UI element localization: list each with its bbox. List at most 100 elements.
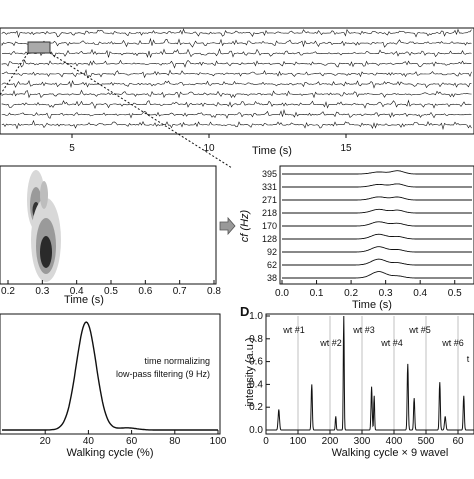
- cf-label: 38: [267, 273, 277, 283]
- filter-trace: [282, 246, 472, 253]
- panel-a-xtick-10: 10: [203, 143, 215, 154]
- panel-b-xtick: 0.3: [35, 286, 49, 297]
- filter-trace: [282, 221, 472, 227]
- channel-trace: [1, 99, 472, 110]
- right-arrow-icon: [219, 216, 236, 236]
- panel-d-ytick: 0.4: [249, 379, 263, 390]
- panel-e-frame: [0, 313, 221, 435]
- channel-trace: [1, 37, 472, 48]
- panel-b-frame: [0, 165, 217, 285]
- panel-c: 395 331 271 218 170 128 92 62 38 cf (Hz)…: [239, 165, 474, 311]
- panel-d-ytick: 0.0: [249, 425, 263, 436]
- panel-c-ylabel: cf (Hz): [239, 209, 251, 242]
- panel-d-xlabel: Walking cycle × 9 wavel: [332, 447, 449, 459]
- panel-b-xlabel: Time (s): [64, 294, 104, 306]
- envelope-curve: [2, 321, 218, 431]
- wt-label: wt #4: [380, 338, 403, 348]
- wt-label: wt #5: [408, 325, 431, 335]
- wt-label: t: [467, 354, 470, 364]
- panel-d-ytick: 0.2: [249, 402, 263, 413]
- cf-label: 62: [267, 260, 277, 270]
- panel-e-xtick: 20: [40, 436, 52, 447]
- panel-d-xtick: 500: [418, 436, 435, 447]
- panel-b-xtick: 0.2: [1, 286, 15, 297]
- channel-trace: [1, 48, 472, 59]
- panel-a-frame: [0, 27, 474, 135]
- zoom-region-box: [27, 41, 51, 54]
- cf-label: 395: [262, 169, 277, 179]
- panel-e-xtick: 80: [169, 436, 181, 447]
- panel-c-xlabel: Time (s): [352, 299, 392, 311]
- channel-trace: [1, 89, 472, 99]
- tf-blob-top: [40, 181, 48, 209]
- cf-label: 271: [262, 195, 277, 205]
- intensity-curve: [266, 315, 474, 431]
- panel-d-ylabel: intensity (a.u.): [244, 337, 256, 406]
- panel-d-xtick: 400: [386, 436, 403, 447]
- panel-d-xtick: 300: [354, 436, 371, 447]
- channel-trace: [1, 59, 472, 69]
- panel-d-letter: D: [240, 304, 249, 319]
- panel-d-xtick: 100: [290, 436, 307, 447]
- filter-trace: [282, 170, 472, 175]
- panel-e-xlabel: Walking cycle (%): [67, 447, 154, 459]
- panel-a-traces: [1, 28, 472, 131]
- panel-b-xtick: 0.6: [138, 286, 152, 297]
- panel-d-x-ticks: 0 100 200 300 400 500 60: [263, 430, 464, 447]
- panel-a-x-ticks: 5 10 15: [69, 143, 352, 154]
- tf-blob-lower-core: [40, 236, 52, 268]
- wavelet-labels: wt #1 wt #2 wt #3 wt #4 wt #5 wt #6 t: [282, 325, 470, 364]
- panel-c-xtick: 0.2: [344, 288, 358, 299]
- panel-d-ytick: 0.8: [249, 334, 263, 345]
- panel-e-xtick: 40: [83, 436, 95, 447]
- filter-trace: [282, 196, 472, 201]
- cf-label: 128: [262, 234, 277, 244]
- panel-b-x-ticks: 0.2 0.3 0.4 0.5 0.6 0.7 0.8: [1, 280, 221, 297]
- channel-trace: [1, 108, 472, 119]
- cf-label: 218: [262, 208, 277, 218]
- panel-a-xtick-5: 5: [69, 143, 75, 154]
- panel-d: D 1.0 0.8 0.6 0.4 0.2 0.0 intensity (a.u.) wt…: [240, 304, 474, 459]
- panel-d-frame: [265, 313, 474, 435]
- panel-e-x-ticks: 20 40 60 80 100: [40, 430, 227, 447]
- panel-e-xtick: 100: [210, 436, 227, 447]
- panel-c-y-ticks: 395 331 271 218 170 128 92 62 38: [262, 169, 277, 283]
- arrow-b-to-c: [219, 216, 236, 236]
- panel-c-xtick: 0.5: [448, 288, 462, 299]
- panel-d-ytick: 1.0: [249, 311, 263, 322]
- annotation-line-2: low-pass filtering (9 Hz): [116, 369, 210, 379]
- annotation-line-1: time normalizing: [144, 356, 210, 366]
- wt-label: wt #3: [352, 325, 375, 335]
- panel-d-xtick: 200: [322, 436, 339, 447]
- wt-label: wt #1: [282, 325, 305, 335]
- filter-trace: [282, 271, 472, 279]
- panel-a-xtick-15: 15: [340, 143, 352, 154]
- panel-c-frame: [279, 165, 474, 285]
- filter-trace: [282, 258, 472, 266]
- panel-d-xtick: 60: [452, 436, 464, 447]
- wt-label: wt #6: [441, 338, 464, 348]
- filter-trace: [282, 233, 472, 240]
- panel-b-xtick: 0.4: [70, 286, 84, 297]
- panel-d-xtick: 0: [263, 436, 269, 447]
- panel-c-xtick: 0.4: [413, 288, 427, 299]
- panel-b-xtick: 0.8: [207, 286, 221, 297]
- panel-b-xtick: 0.7: [173, 286, 187, 297]
- channel-trace: [1, 79, 472, 89]
- wt-label: wt #2: [319, 338, 342, 348]
- panel-d-ytick: 0.6: [249, 357, 263, 368]
- panel-c-xtick: 0.0: [275, 288, 289, 299]
- filter-trace: [282, 183, 472, 188]
- tf-contour-blobs: [27, 170, 61, 282]
- panel-c-traces: [282, 170, 472, 279]
- panel-b-xtick: 0.5: [104, 286, 118, 297]
- cf-label: 331: [262, 182, 277, 192]
- cf-label: 92: [267, 247, 277, 257]
- panel-a-xlabel: Time (s): [252, 145, 292, 157]
- channel-trace: [1, 69, 472, 79]
- panel-e: time normalizing low-pass filtering (9 H…: [0, 313, 227, 459]
- panel-c-x-ticks: 0.0 0.1 0.2 0.3 0.4 0.5: [275, 280, 462, 299]
- zoom-connector-left: [0, 52, 29, 96]
- panel-c-xtick: 0.1: [310, 288, 324, 299]
